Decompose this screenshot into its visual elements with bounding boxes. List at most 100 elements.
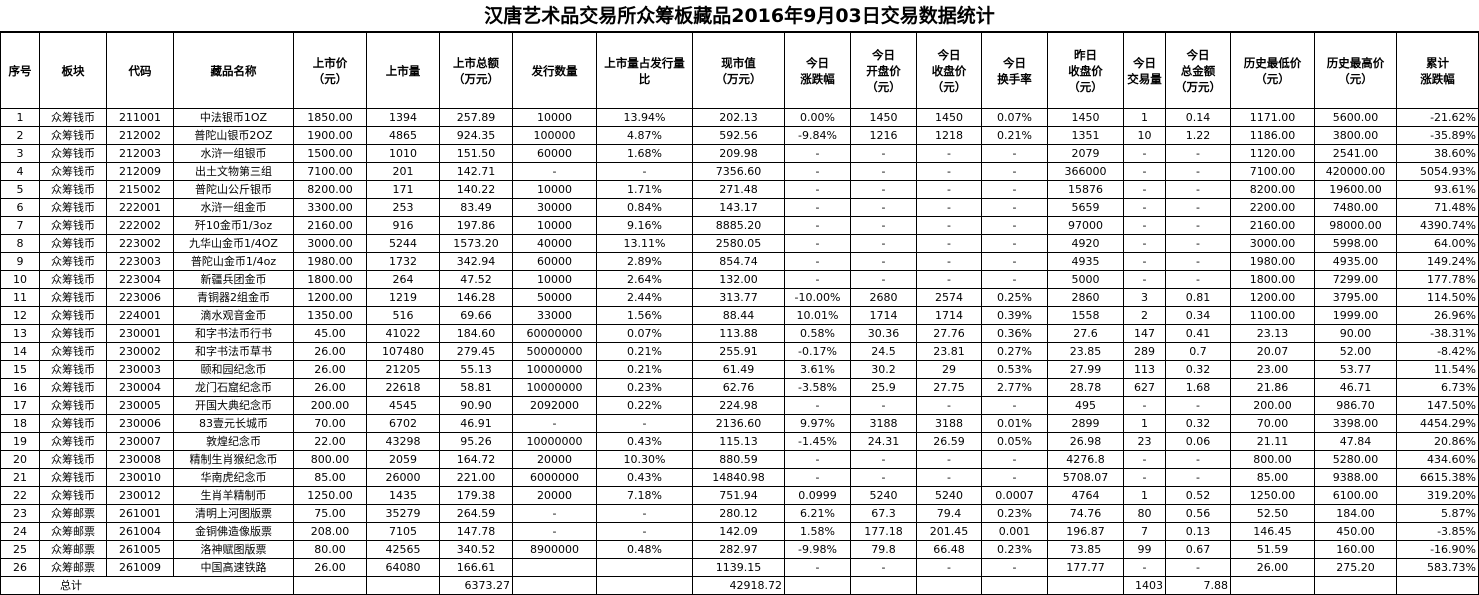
- listing-price-cell: 1350.00: [293, 306, 367, 325]
- listing-price-cell: 1850.00: [293, 108, 367, 127]
- listing-ratio-cell: 13.11%: [596, 234, 693, 253]
- code-cell: 230002: [106, 342, 174, 361]
- code-cell: 261005: [106, 540, 174, 559]
- today-amount-cell: -: [1165, 198, 1231, 217]
- hist-low-cell: 1171.00: [1230, 108, 1315, 127]
- today-open-cell: 30.36: [850, 324, 917, 343]
- column-header: 藏品名称: [173, 32, 294, 109]
- market-value-cell: 255.91: [692, 342, 785, 361]
- today-change-cell: 0.0999: [784, 486, 851, 505]
- listing-ratio-cell: 1.68%: [596, 144, 693, 163]
- cumulative-change-cell: 26.96%: [1396, 306, 1479, 325]
- issue-quantity-cell: -: [512, 414, 597, 433]
- today-open-cell: -: [850, 216, 917, 235]
- today-change-cell: 0.58%: [784, 324, 851, 343]
- today-amount-cell: 0.52: [1165, 486, 1231, 505]
- issue-quantity-cell: 60000: [512, 252, 597, 271]
- hist-low-cell: 7100.00: [1230, 162, 1315, 181]
- prev-close-cell: 2860: [1047, 288, 1124, 307]
- market-value-cell: 880.59: [692, 450, 785, 469]
- row-index-cell: 6: [0, 198, 40, 217]
- today-change-cell: -: [784, 198, 851, 217]
- hist-high-cell: 275.20: [1314, 558, 1397, 577]
- cumulative-change-cell: 6.73%: [1396, 378, 1479, 397]
- today-close-cell: 3188: [916, 414, 982, 433]
- sector-cell: 众筹钱币: [39, 126, 107, 145]
- listing-ratio-cell: -: [596, 504, 693, 523]
- item-name-cell: 和字书法币草书: [173, 342, 294, 361]
- today-close-cell: 23.81: [916, 342, 982, 361]
- table-row: 20 众筹钱币 230008 精制生肖猴纪念币 800.00 2059 164.72 2000…: [0, 450, 1479, 469]
- listing-ratio-cell: 4.87%: [596, 126, 693, 145]
- prev-close-cell: 97000: [1047, 216, 1124, 235]
- hist-low-cell: 52.50: [1230, 504, 1315, 523]
- column-header: 历史最低价 （元）: [1230, 32, 1315, 109]
- hist-high-cell: 986.70: [1314, 396, 1397, 415]
- code-cell: 212009: [106, 162, 174, 181]
- hist-low-cell: 85.00: [1230, 468, 1315, 487]
- today-volume-cell: 80: [1123, 504, 1166, 523]
- hist-high-cell: 2541.00: [1314, 144, 1397, 163]
- turnover-rate-cell: -: [981, 252, 1048, 271]
- code-cell: 223003: [106, 252, 174, 271]
- listing-volume-cell: 107480: [366, 342, 440, 361]
- total-market-value: 42918.72: [692, 576, 785, 595]
- hist-low-cell: 146.45: [1230, 522, 1315, 541]
- today-open-cell: 3188: [850, 414, 917, 433]
- listing-price-cell: 3300.00: [293, 198, 367, 217]
- hist-high-cell: 1999.00: [1314, 306, 1397, 325]
- cumulative-change-cell: 93.61%: [1396, 180, 1479, 199]
- code-cell: 230004: [106, 378, 174, 397]
- column-header: 今日 总金额 （万元）: [1165, 32, 1231, 109]
- today-open-cell: -: [850, 558, 917, 577]
- issue-quantity-cell: 10000: [512, 270, 597, 289]
- column-header: 代码: [106, 32, 174, 109]
- header-row: 序号 板块 代码 藏品名称 上市价 （元） 上市量 上市总额 （万元） 发行数量 上市量占发行量…: [0, 32, 1479, 109]
- item-name-cell: 精制生肖猴纪念币: [173, 450, 294, 469]
- hist-low-cell: 3000.00: [1230, 234, 1315, 253]
- total-label: 总计: [39, 576, 294, 595]
- prev-close-cell: 5708.07: [1047, 468, 1124, 487]
- listing-price-cell: 22.00: [293, 432, 367, 451]
- table-row: 22 众筹钱币 230012 生肖羊精制币 1250.00 1435 179.38 20000…: [0, 486, 1479, 505]
- today-change-cell: 9.97%: [784, 414, 851, 433]
- prev-close-cell: 2079: [1047, 144, 1124, 163]
- listing-volume-cell: 1394: [366, 108, 440, 127]
- table-row: 2 众筹钱币 212002 普陀山银币2OZ 1900.00 4865 924.35 1000…: [0, 126, 1479, 145]
- prev-close-cell: 4764: [1047, 486, 1124, 505]
- code-cell: 223004: [106, 270, 174, 289]
- table-row: 23 众筹邮票 261001 清明上河图版票 75.00 35279 264.59- -280…: [0, 504, 1479, 523]
- row-index-cell: 8: [0, 234, 40, 253]
- item-name-cell: 普陀山银币2OZ: [173, 126, 294, 145]
- issue-quantity-cell: 60000: [512, 144, 597, 163]
- issue-quantity-cell: 6000000: [512, 468, 597, 487]
- sector-cell: 众筹钱币: [39, 450, 107, 469]
- listing-volume-cell: 21205: [366, 360, 440, 379]
- today-open-cell: -: [850, 144, 917, 163]
- cumulative-change-cell: 114.50%: [1396, 288, 1479, 307]
- listing-volume-cell: 5244: [366, 234, 440, 253]
- today-close-cell: -: [916, 450, 982, 469]
- turnover-rate-cell: 0.25%: [981, 288, 1048, 307]
- market-value-cell: 751.94: [692, 486, 785, 505]
- cumulative-change-cell: -35.89%: [1396, 126, 1479, 145]
- turnover-rate-cell: 0.07%: [981, 108, 1048, 127]
- hist-low-cell: 20.07: [1230, 342, 1315, 361]
- today-open-cell: 1216: [850, 126, 917, 145]
- today-amount-cell: -: [1165, 270, 1231, 289]
- today-change-cell: -: [784, 234, 851, 253]
- today-change-cell: -9.84%: [784, 126, 851, 145]
- code-cell: 222001: [106, 198, 174, 217]
- today-amount-cell: -: [1165, 468, 1231, 487]
- today-amount-cell: 0.56: [1165, 504, 1231, 523]
- hist-high-cell: 53.77: [1314, 360, 1397, 379]
- today-volume-cell: -: [1123, 270, 1166, 289]
- listing-ratio-cell: 0.84%: [596, 198, 693, 217]
- today-amount-cell: 0.67: [1165, 540, 1231, 559]
- issue-quantity-cell: 50000: [512, 288, 597, 307]
- column-header: 板块: [39, 32, 107, 109]
- column-header: 今日 涨跌幅: [784, 32, 851, 109]
- cumulative-change-cell: -38.31%: [1396, 324, 1479, 343]
- listing-ratio-cell: -: [596, 522, 693, 541]
- hist-high-cell: 52.00: [1314, 342, 1397, 361]
